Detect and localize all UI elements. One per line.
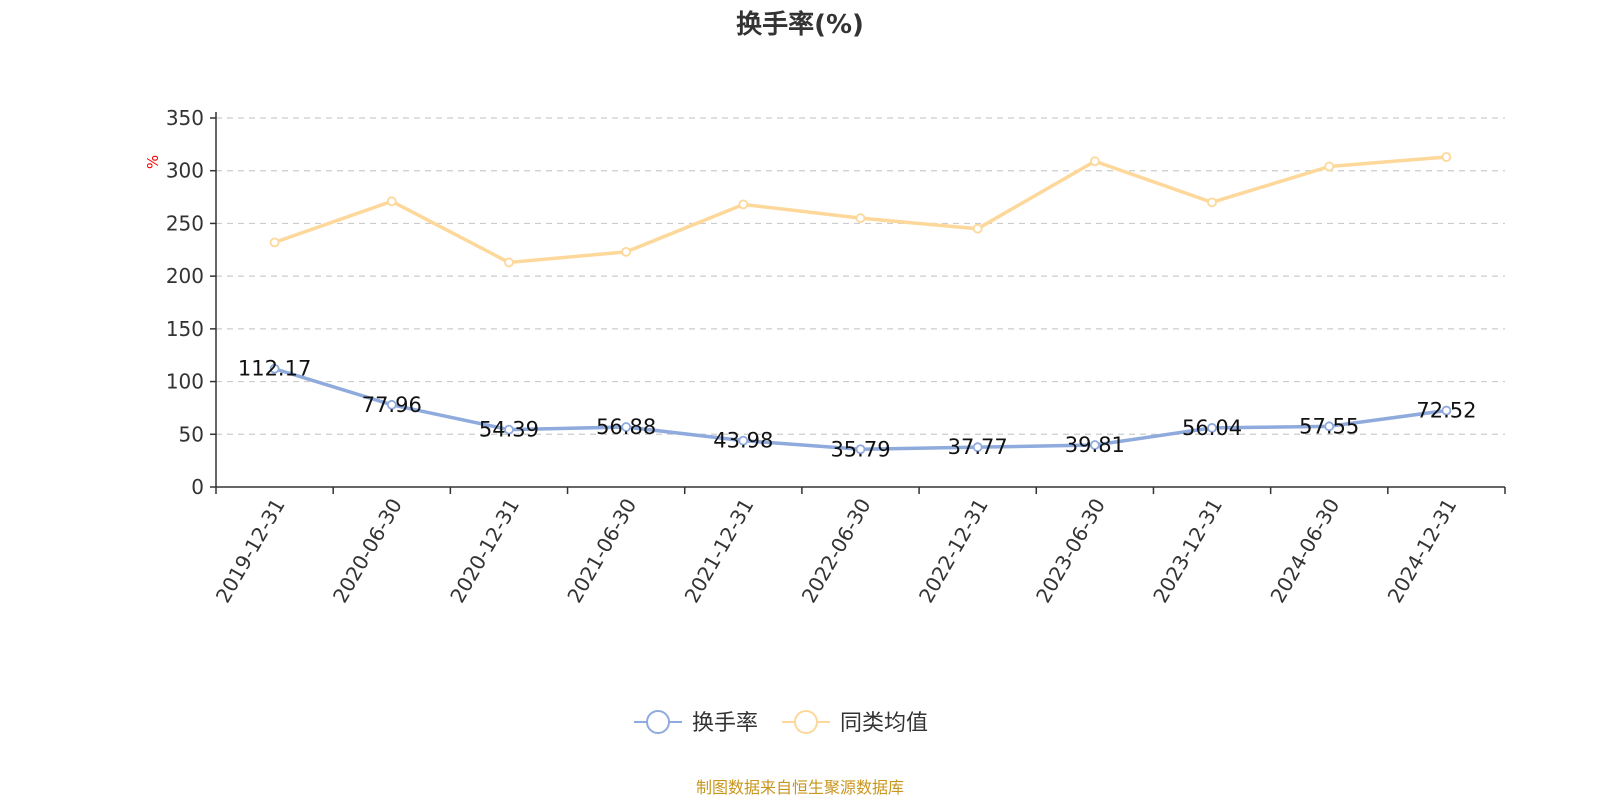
data-point[interactable] <box>1324 421 1335 432</box>
data-point[interactable] <box>269 237 280 248</box>
y-tick-label: 200 <box>166 264 204 288</box>
x-tick-label: 2022-12-31 <box>914 494 993 607</box>
data-point[interactable] <box>1207 197 1217 208</box>
x-tick-label: 2024-06-30 <box>1265 494 1344 607</box>
series-layer <box>269 152 1452 455</box>
y-tick-label: 0 <box>191 475 204 499</box>
data-point[interactable] <box>1441 152 1452 162</box>
legend-item-label[interactable]: 换手率 <box>692 711 758 736</box>
data-point[interactable] <box>972 442 983 453</box>
data-label: 43.98 <box>713 429 773 453</box>
y-tick-label: 300 <box>166 159 204 183</box>
data-point[interactable] <box>972 223 983 234</box>
data-point[interactable] <box>1089 440 1100 450</box>
x-tick-label: 2020-06-30 <box>328 494 407 607</box>
data-point[interactable] <box>738 199 749 210</box>
y-tick-label: 350 <box>166 106 204 130</box>
data-labels: 112.17 77.96 54.39 56.88 43.98 35.79 37.77 39.8… <box>238 357 1477 462</box>
data-label: 35.79 <box>830 437 890 461</box>
data-point[interactable] <box>621 246 632 257</box>
x-tick-label: 2022-06-30 <box>797 494 876 607</box>
y-axis: 0 50 100 150 200 250 300 350 <box>166 106 217 499</box>
data-point[interactable] <box>738 435 749 446</box>
legend-swatch-marker <box>646 710 670 734</box>
y-tick-label: 250 <box>166 211 204 235</box>
data-label: 37.77 <box>948 435 1008 459</box>
data-point[interactable] <box>386 196 397 207</box>
y-tick-label: 150 <box>166 317 204 341</box>
chart-title: 换手率(%) <box>736 9 864 40</box>
x-tick-label: 2024-12-31 <box>1383 494 1462 607</box>
legend-item-label[interactable]: 同类均值 <box>840 711 928 736</box>
y-tick-label: 100 <box>166 370 204 394</box>
x-tick-label: 2020-12-31 <box>445 494 524 607</box>
data-point[interactable] <box>504 257 514 268</box>
data-label: 57.55 <box>1299 414 1359 438</box>
data-point[interactable] <box>1089 156 1100 167</box>
data-point[interactable] <box>1324 161 1335 172</box>
y-axis-unit-label: % <box>144 155 162 169</box>
data-label: 77.96 <box>362 393 422 417</box>
x-tick-label: 2019-12-31 <box>211 494 290 607</box>
x-axis: 2019-12-31 2020-06-30 2020-12-31 2021-06-30… <box>211 486 1506 607</box>
x-tick-label: 2021-12-31 <box>680 494 759 607</box>
data-label: 72.52 <box>1416 399 1476 423</box>
data-point[interactable] <box>855 444 866 455</box>
x-tick-label: 2023-06-30 <box>1031 494 1110 607</box>
data-label: 39.81 <box>1065 433 1125 457</box>
x-tick-label: 2023-12-31 <box>1148 494 1227 607</box>
legend: 换手率 同类均值 <box>634 710 928 736</box>
data-point[interactable] <box>1441 405 1452 416</box>
series-line-1 <box>274 155 1447 265</box>
data-point[interactable] <box>621 422 632 432</box>
data-label: 54.39 <box>479 418 539 442</box>
data-point[interactable] <box>855 213 866 224</box>
y-tick-label: 50 <box>179 422 204 446</box>
data-point[interactable] <box>386 399 397 410</box>
data-label: 56.88 <box>596 415 656 439</box>
data-label: 112.17 <box>238 357 311 381</box>
data-point[interactable] <box>269 363 280 374</box>
source-note: 制图数据来自恒生聚源数据库 <box>696 778 904 797</box>
grid-lines <box>216 117 1505 435</box>
data-point[interactable] <box>504 424 514 435</box>
legend-swatch-marker <box>794 710 818 734</box>
x-tick-label: 2021-06-30 <box>562 494 641 607</box>
data-point[interactable] <box>1207 423 1217 433</box>
data-label: 56.04 <box>1182 416 1242 440</box>
